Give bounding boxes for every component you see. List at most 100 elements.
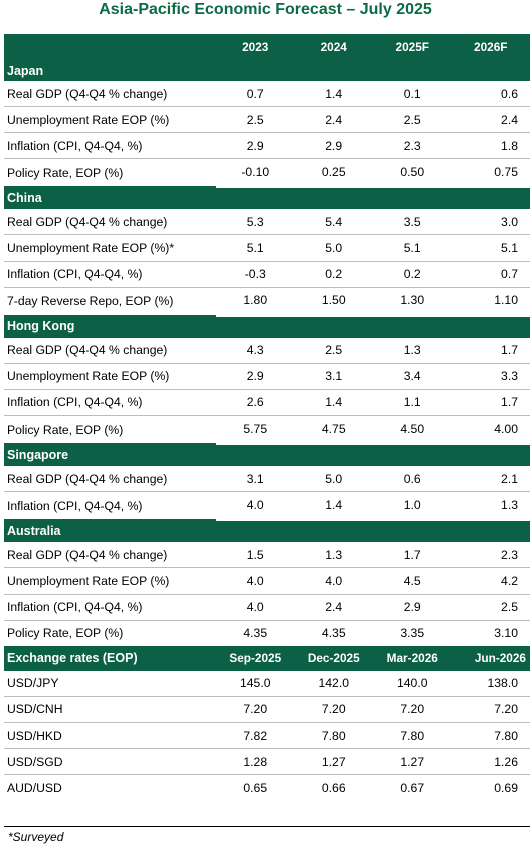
row-value: 4.35 — [321, 626, 346, 641]
row-value: 0.67 — [400, 781, 425, 796]
section-header-fill — [216, 184, 530, 210]
row-value: 7.80 — [451, 722, 530, 750]
row-value: 7.20 — [451, 696, 530, 724]
row-value: 2.5 — [294, 337, 373, 364]
row-value: 1.1 — [373, 389, 452, 417]
row-label: Unemployment Rate EOP (%) — [4, 106, 216, 134]
section-header-fill — [216, 312, 530, 338]
row-value: 5.1 — [451, 234, 530, 262]
row-value: 4.0 — [216, 567, 295, 595]
table-row: Inflation (CPI, Q4-Q4, %) 2.6 1.4 1.1 1.7 — [4, 389, 530, 417]
row-value: 7.80 — [294, 722, 373, 750]
row-value: 7.20 — [216, 696, 295, 724]
row-value: 0.6 — [451, 81, 530, 108]
row-value: 2.5 — [451, 594, 530, 621]
row-value: 0.69 — [494, 781, 518, 796]
row-label: Unemployment Rate EOP (%)* — [4, 234, 216, 262]
section-header-hong-kong: Hong Kong — [4, 312, 530, 338]
page-title: Asia-Pacific Economic Forecast – July 20… — [99, 1, 432, 18]
table-row: Policy Rate, EOP (%) -0.10 0.25 0.50 0.75 — [4, 159, 530, 187]
table-row: USD/SGD 1.28 1.27 1.27 1.26 — [4, 748, 530, 776]
row-value: 5.1 — [216, 234, 295, 262]
row-value: -0.10 — [241, 164, 270, 179]
row-value: 2.5 — [216, 106, 295, 134]
row-value: 4.0 — [294, 567, 373, 595]
row-value: 5.1 — [373, 234, 452, 262]
table-row: Unemployment Rate EOP (%) 2.5 2.4 2.5 2.4 — [4, 106, 530, 134]
forecast-table: 2023 2024 2025F 2026F Japan Real GDP (Q4-… — [4, 34, 530, 801]
fx-period-header: Jun-2026 — [451, 645, 530, 671]
row-value: 2.9 — [294, 132, 373, 160]
row-value: 138.0 — [451, 670, 530, 697]
row-value: 1.27 — [294, 748, 373, 776]
row-label: USD/JPY — [4, 670, 216, 697]
row-value: 1.50 — [321, 293, 346, 308]
row-value: 5.0 — [294, 466, 373, 493]
row-value: 1.7 — [373, 542, 452, 569]
table-row: Inflation (CPI, Q4-Q4, %) 4.0 2.4 2.9 2.5 — [4, 594, 530, 621]
row-value: 2.1 — [451, 466, 530, 493]
row-value: 142.0 — [294, 670, 373, 697]
row-value: 1.4 — [294, 81, 373, 108]
row-label: USD/HKD — [4, 722, 216, 750]
year-2024-header: 2024 — [294, 34, 373, 60]
section-title: Japan — [4, 60, 216, 81]
row-value: 0.7 — [216, 81, 295, 108]
row-value: 7.80 — [373, 722, 452, 750]
row-value: 0.6 — [373, 466, 452, 493]
row-value: 2.9 — [216, 132, 295, 160]
section-title: China — [4, 186, 216, 210]
row-label: USD/CNH — [4, 696, 216, 724]
section-header-australia: Australia — [4, 517, 530, 543]
row-value: 2.4 — [294, 594, 373, 621]
row-label: Inflation (CPI, Q4-Q4, %) — [4, 389, 216, 417]
table-row: USD/HKD 7.82 7.80 7.80 7.80 — [4, 722, 530, 750]
year-2026f-header: 2026F — [451, 34, 530, 60]
table-row: Real GDP (Q4-Q4 % change) 0.7 1.4 0.1 0.6 — [4, 81, 530, 108]
row-value: 2.5 — [373, 106, 452, 134]
row-value: 1.5 — [216, 542, 295, 569]
row-value: 4.50 — [400, 421, 425, 436]
row-label: Real GDP (Q4-Q4 % change) — [4, 209, 216, 236]
row-value: -0.3 — [216, 261, 295, 288]
row-value: 2.4 — [294, 106, 373, 134]
row-value: 1.4 — [325, 497, 343, 512]
row-label: Unemployment Rate EOP (%) — [4, 567, 216, 595]
row-value: 0.7 — [451, 261, 530, 288]
section-header-fill — [216, 60, 530, 81]
table-row: 7-day Reverse Repo, EOP (%) 1.80 1.50 1.30 1… — [4, 287, 530, 315]
row-value: 1.3 — [501, 497, 518, 512]
footnote: *Surveyed — [8, 830, 64, 844]
row-label: Real GDP (Q4-Q4 % change) — [4, 337, 216, 364]
row-label: Inflation (CPI, Q4-Q4, %) — [4, 261, 216, 288]
row-value: 7.20 — [294, 696, 373, 724]
table-row: Policy Rate, EOP (%) 5.75 4.75 4.50 4.00 — [4, 416, 530, 444]
row-value: 4.5 — [373, 567, 452, 595]
fx-period-header: Sep-2025 — [216, 645, 295, 671]
table-row: Unemployment Rate EOP (%) 4.0 4.0 4.5 4.2 — [4, 567, 530, 595]
row-label: Inflation (CPI, Q4-Q4, %) — [7, 498, 143, 513]
section-title: Hong Kong — [4, 314, 216, 338]
row-value: 3.35 — [400, 626, 425, 641]
row-value: 1.8 — [451, 132, 530, 160]
row-value: 4.0 — [246, 497, 264, 512]
table-row: Policy Rate, EOP (%) 4.35 4.35 3.35 3.10 — [4, 620, 530, 646]
row-label: Policy Rate, EOP (%) — [7, 165, 124, 180]
row-value: 1.3 — [294, 542, 373, 569]
row-value: 2.9 — [373, 594, 452, 621]
section-header-china: China — [4, 184, 530, 210]
row-value: 1.0 — [403, 497, 421, 512]
row-label: Unemployment Rate EOP (%) — [4, 363, 216, 390]
row-value: 0.65 — [243, 781, 268, 796]
fx-period-header: Mar-2026 — [373, 645, 452, 671]
section-title: Australia — [4, 519, 216, 543]
row-value: 3.1 — [294, 363, 373, 390]
row-value: 2.9 — [216, 363, 295, 390]
year-header-row: 2023 2024 2025F 2026F — [4, 34, 530, 60]
row-value: 7.82 — [216, 722, 295, 750]
table-row: Real GDP (Q4-Q4 % change) 1.5 1.3 1.7 2.3 — [4, 542, 530, 569]
table-row: USD/CNH 7.20 7.20 7.20 7.20 — [4, 696, 530, 724]
row-value: 3.3 — [451, 363, 530, 390]
section-header-japan: Japan — [4, 60, 530, 81]
year-2023-header: 2023 — [216, 34, 295, 60]
